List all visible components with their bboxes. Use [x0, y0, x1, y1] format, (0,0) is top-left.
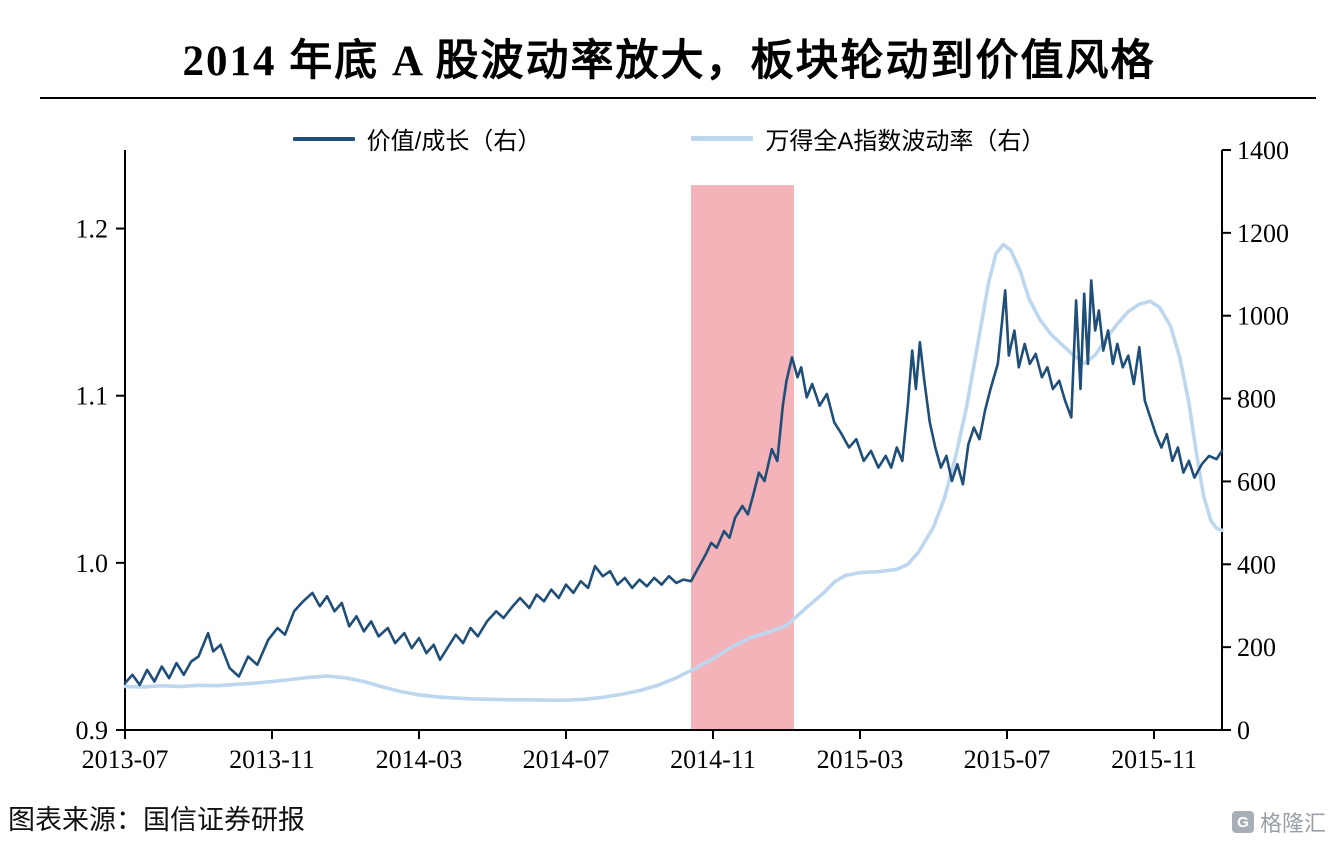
gelonghui-watermark: G 格隆汇 — [1231, 806, 1326, 838]
x-tick-label: 2014-11 — [670, 745, 756, 774]
right-tick-label: 1400 — [1237, 136, 1289, 165]
gelonghui-logo-icon: G — [1231, 811, 1254, 833]
legend-label-value-growth: 价值/成长（右） — [366, 128, 542, 155]
legend-item-volatility: 万得全A指数波动率（右） — [691, 121, 1045, 156]
right-tick-label: 200 — [1237, 633, 1276, 662]
x-tick-label: 2014-03 — [376, 745, 463, 774]
x-tick-label: 2014-07 — [523, 745, 610, 774]
right-tick-label: 400 — [1237, 550, 1276, 579]
right-tick-label: 1200 — [1237, 219, 1289, 248]
x-tick-label: 2013-11 — [229, 745, 315, 774]
right-tick-label: 1000 — [1237, 302, 1289, 331]
legend-label-volatility: 万得全A指数波动率（右） — [765, 128, 1046, 155]
left-tick-label: 1.2 — [76, 215, 109, 244]
legend-item-value-growth: 价值/成长（右） — [292, 121, 542, 156]
x-tick-label: 2013-07 — [82, 745, 169, 774]
legend: 价值/成长（右） 万得全A指数波动率（右） — [0, 121, 1338, 156]
source-note: 图表来源：国信证券研报 — [8, 805, 305, 835]
x-tick-label: 2015-03 — [817, 745, 904, 774]
left-tick-label: 1.1 — [76, 382, 109, 411]
right-tick-label: 600 — [1237, 467, 1276, 496]
legend-line-dark-swatch — [292, 136, 355, 141]
series-line-value-growth — [123, 279, 1224, 687]
left-tick-label: 1.0 — [76, 549, 109, 578]
series-line-volatility — [123, 242, 1224, 703]
x-tick-label: 2015-07 — [964, 745, 1051, 774]
watermark-text: 格隆汇 — [1259, 811, 1326, 836]
chart-title: 2014 年底 A 股波动率放大，板块轮动到价值风格 — [182, 38, 1156, 85]
right-tick-label: 0 — [1237, 716, 1250, 745]
x-tick-label: 2015-11 — [1111, 745, 1197, 774]
right-tick-label: 800 — [1237, 385, 1276, 414]
left-tick-label: 0.9 — [76, 716, 109, 745]
title-divider — [40, 97, 1316, 99]
legend-line-light-swatch — [691, 136, 754, 141]
